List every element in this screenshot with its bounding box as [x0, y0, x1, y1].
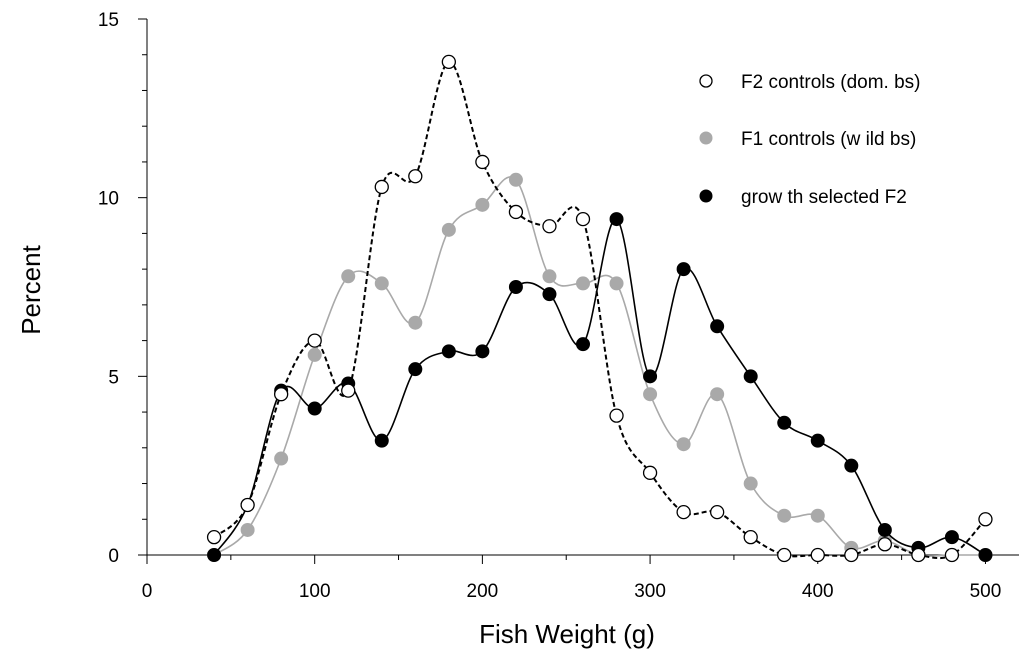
x-axis-title: Fish Weight (g) — [479, 619, 655, 649]
data-point — [207, 548, 222, 562]
series-line — [213, 218, 986, 556]
data-point — [877, 537, 892, 552]
data-point — [542, 219, 557, 234]
legend-marker — [699, 189, 713, 203]
y-tick-label: 0 — [108, 546, 119, 567]
data-point — [441, 222, 456, 237]
data-point — [643, 369, 658, 384]
data-point — [374, 276, 389, 291]
data-point — [307, 347, 322, 362]
data-point — [810, 547, 825, 563]
legend-marker — [699, 131, 713, 145]
legend-label: F2 controls (dom. bs) — [741, 72, 921, 93]
legend-item-1: F1 controls (w ild bs) — [699, 129, 916, 150]
data-point — [777, 547, 792, 563]
data-point — [844, 458, 859, 473]
data-point — [542, 287, 557, 302]
series-0 — [206, 54, 993, 563]
data-point — [576, 276, 590, 291]
data-point — [341, 269, 356, 284]
data-point — [978, 548, 993, 562]
data-point — [441, 54, 456, 70]
data-point — [240, 522, 255, 537]
data-point — [609, 276, 624, 291]
y-tick-label: 10 — [98, 189, 119, 210]
data-point — [609, 212, 624, 227]
legend: F2 controls (dom. bs) F1 controls (w ild … — [699, 72, 921, 208]
data-point — [642, 465, 658, 480]
data-point — [609, 408, 624, 423]
data-point — [576, 337, 590, 352]
x-tick-label: 300 — [634, 581, 666, 602]
data-point — [274, 387, 289, 402]
data-point — [475, 154, 490, 170]
data-point — [978, 512, 993, 527]
x-tick-label: 0 — [142, 581, 153, 602]
data-point — [810, 508, 825, 523]
data-point — [206, 529, 222, 545]
data-point — [408, 169, 423, 184]
data-point — [240, 497, 255, 513]
data-point — [441, 344, 456, 359]
series-1 — [207, 172, 993, 562]
legend-item-2: grow th selected F2 — [699, 187, 907, 208]
data-point — [844, 547, 859, 563]
x-tick-label: 400 — [802, 581, 834, 602]
data-point — [743, 476, 758, 491]
axes: 0 100 200 300 400 500 0 5 10 15 — [98, 10, 1019, 602]
data-point — [542, 269, 557, 284]
data-point — [274, 451, 289, 466]
data-point — [777, 415, 792, 430]
series-line — [213, 60, 987, 560]
data-point — [911, 547, 926, 563]
data-point — [676, 437, 691, 452]
x-tick-label: 500 — [970, 581, 1002, 602]
data-point — [944, 530, 959, 545]
data-point — [408, 362, 423, 377]
data-point — [743, 529, 758, 545]
data-point — [944, 547, 960, 563]
data-point — [508, 280, 523, 294]
y-tick-label: 15 — [98, 10, 119, 31]
data-point — [743, 369, 758, 384]
data-point — [810, 433, 825, 448]
data-point — [777, 508, 792, 523]
data-point — [575, 211, 591, 227]
legend-item-0: F2 controls (dom. bs) — [699, 72, 921, 93]
data-point — [374, 433, 389, 448]
data-point — [307, 333, 322, 348]
x-tick-label: 200 — [467, 581, 499, 602]
data-point — [408, 315, 423, 330]
data-point — [508, 172, 523, 187]
data-point — [374, 179, 389, 195]
data-point — [710, 319, 725, 334]
legend-label: grow th selected F2 — [741, 187, 907, 208]
x-tick-label: 100 — [299, 581, 331, 602]
data-point — [643, 387, 658, 402]
data-point — [676, 504, 691, 520]
data-point — [475, 197, 490, 212]
y-axis-title: Percent — [16, 244, 46, 334]
legend-label: F1 controls (w ild bs) — [741, 129, 916, 150]
data-point — [877, 522, 892, 537]
data-point — [508, 204, 524, 220]
series-line — [213, 176, 986, 557]
legend-marker — [699, 74, 713, 88]
data-point — [710, 504, 725, 520]
series-layer — [206, 54, 993, 563]
data-point — [307, 401, 322, 416]
data-point — [710, 387, 725, 402]
data-point — [676, 262, 691, 277]
data-point — [475, 344, 490, 359]
data-point — [341, 383, 356, 398]
y-tick-label: 5 — [108, 367, 119, 388]
series-2 — [207, 212, 993, 562]
